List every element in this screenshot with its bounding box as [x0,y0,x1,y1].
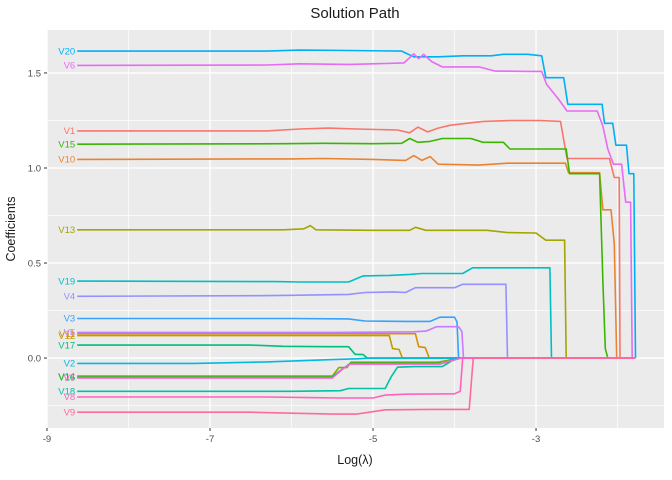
series-line-V10 [77,154,636,359]
y-tick-label: 1.5 [28,68,41,79]
series-line-V17 [77,344,636,359]
series-label-V9: V9 [64,407,76,418]
series-line-V2 [77,357,636,365]
series-label-V10: V10 [58,155,75,166]
series-label-V17: V17 [58,340,75,351]
series-label-V8: V8 [64,392,76,403]
series-line-V9 [77,357,636,415]
x-tick-label: -3 [532,434,540,445]
series-label-V5: V5 [64,328,76,339]
series-label-V14: V14 [58,371,75,382]
series-line-V13 [77,224,636,359]
axis-tick-labels: -9 -7 -5 -3 0.0 0.5 1.0 1.5 [28,68,540,445]
series-label-V7: V7 [64,373,76,384]
series-line-V3 [77,316,636,359]
y-tick-label: 1.0 [28,163,41,174]
x-tick-label: -7 [206,434,214,445]
coefficient-paths [77,49,637,415]
series-label-V16: V16 [58,373,75,384]
series-label-V13: V13 [58,225,75,236]
x-tick-label: -9 [43,434,51,445]
series-line-V8 [77,357,636,399]
series-label-V18: V18 [58,387,75,398]
y-tick-label: 0.0 [28,354,41,365]
plot-title: Solution Path [310,5,399,22]
series-line-V20 [77,49,637,359]
series-label-V2: V2 [64,359,76,370]
series-line-V15 [77,137,636,359]
series-label-V19: V19 [58,276,75,287]
y-axis-title: Coefficients [4,196,18,261]
series-line-V7 [77,357,636,379]
x-axis-title: Log(λ) [337,453,372,467]
series-line-V19 [77,266,636,359]
series-label-V3: V3 [64,314,76,325]
series-label-V6: V6 [64,61,76,72]
series-line-V1 [77,119,636,359]
series-line-V4 [77,283,636,359]
series-label-V4: V4 [64,292,76,303]
y-tick-label: 0.5 [28,259,41,270]
x-tick-label: -5 [369,434,377,445]
axis-tick-marks [44,72,537,431]
series-label-V12: V12 [58,331,75,342]
series-label-V20: V20 [58,46,75,57]
series-label-V11: V11 [59,329,75,340]
series-label-V15: V15 [58,139,75,150]
series-line-V5 [77,325,636,359]
series-label-V1: V1 [64,126,76,137]
series-line-V6 [77,53,636,359]
